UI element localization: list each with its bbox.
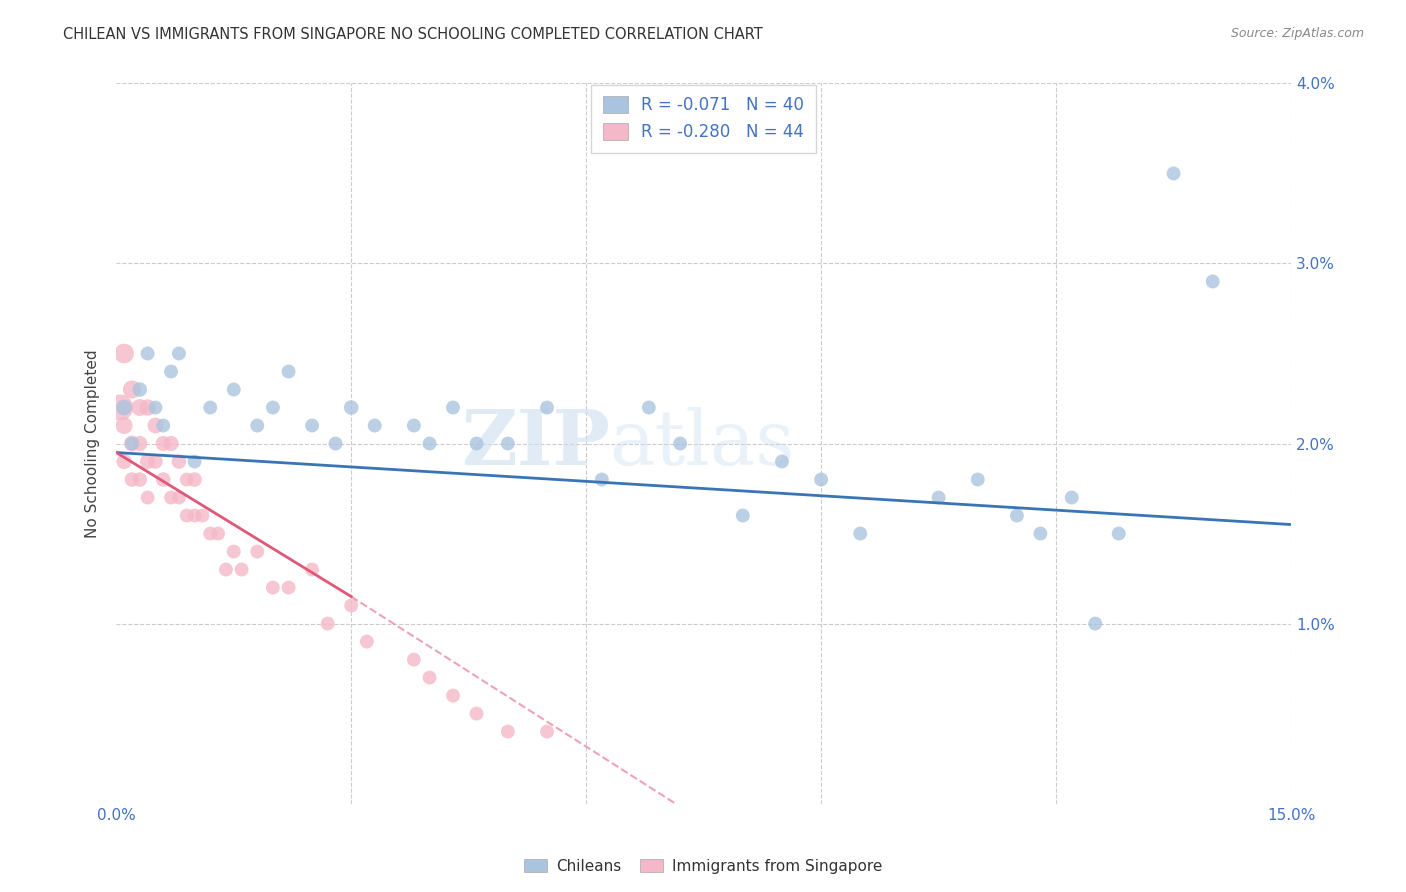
Point: [128, 473, 150, 487]
Point: [152, 436, 174, 450]
Point: [731, 508, 754, 523]
Point: [402, 652, 425, 666]
Point: [183, 454, 205, 468]
Point: [112, 346, 135, 360]
Point: [121, 383, 143, 397]
Text: Source: ZipAtlas.com: Source: ZipAtlas.com: [1230, 27, 1364, 40]
Point: [1084, 616, 1107, 631]
Point: [810, 473, 832, 487]
Point: [176, 508, 198, 523]
Point: [465, 436, 488, 450]
Point: [167, 454, 190, 468]
Point: [200, 401, 222, 415]
Point: [191, 508, 214, 523]
Point: [770, 454, 793, 468]
Point: [128, 383, 150, 397]
Point: [325, 436, 347, 450]
Point: [112, 401, 135, 415]
Point: [121, 436, 143, 450]
Point: [167, 491, 190, 505]
Point: [246, 418, 269, 433]
Point: [152, 473, 174, 487]
Point: [301, 563, 323, 577]
Point: [340, 401, 363, 415]
Point: [966, 473, 988, 487]
Point: [183, 473, 205, 487]
Point: [136, 491, 159, 505]
Point: [160, 364, 183, 378]
Point: [536, 724, 558, 739]
Point: [167, 346, 190, 360]
Point: [145, 401, 167, 415]
Point: [419, 671, 441, 685]
Point: [1005, 508, 1028, 523]
Point: [465, 706, 488, 721]
Point: [1060, 491, 1083, 505]
Point: [277, 581, 299, 595]
Point: [1029, 526, 1052, 541]
Point: [200, 526, 222, 541]
Point: [402, 418, 425, 433]
Text: atlas: atlas: [610, 407, 794, 481]
Point: [1108, 526, 1130, 541]
Point: [669, 436, 692, 450]
Point: [849, 526, 872, 541]
Point: [160, 436, 183, 450]
Point: [340, 599, 363, 613]
Point: [637, 401, 659, 415]
Point: [215, 563, 238, 577]
Legend: R = -0.071   N = 40, R = -0.280   N = 44: R = -0.071 N = 40, R = -0.280 N = 44: [592, 85, 815, 153]
Point: [231, 563, 253, 577]
Text: CHILEAN VS IMMIGRANTS FROM SINGAPORE NO SCHOOLING COMPLETED CORRELATION CHART: CHILEAN VS IMMIGRANTS FROM SINGAPORE NO …: [63, 27, 763, 42]
Point: [176, 473, 198, 487]
Point: [152, 418, 174, 433]
Point: [160, 491, 183, 505]
Point: [441, 401, 464, 415]
Point: [1163, 166, 1185, 180]
Point: [136, 401, 159, 415]
Point: [262, 401, 284, 415]
Point: [277, 364, 299, 378]
Point: [145, 454, 167, 468]
Point: [246, 544, 269, 558]
Point: [112, 418, 135, 433]
Point: [121, 436, 143, 450]
Point: [316, 616, 339, 631]
Point: [128, 436, 150, 450]
Y-axis label: No Schooling Completed: No Schooling Completed: [86, 349, 100, 538]
Point: [496, 436, 519, 450]
Legend: Chileans, Immigrants from Singapore: Chileans, Immigrants from Singapore: [517, 853, 889, 880]
Point: [364, 418, 387, 433]
Point: [183, 508, 205, 523]
Point: [222, 544, 245, 558]
Point: [591, 473, 613, 487]
Point: [356, 634, 378, 648]
Point: [121, 473, 143, 487]
Point: [419, 436, 441, 450]
Point: [536, 401, 558, 415]
Point: [301, 418, 323, 433]
Point: [108, 401, 131, 415]
Point: [928, 491, 950, 505]
Point: [112, 454, 135, 468]
Point: [441, 689, 464, 703]
Point: [136, 454, 159, 468]
Text: ZIP: ZIP: [461, 407, 610, 481]
Point: [222, 383, 245, 397]
Point: [136, 346, 159, 360]
Point: [128, 401, 150, 415]
Point: [496, 724, 519, 739]
Point: [207, 526, 229, 541]
Point: [262, 581, 284, 595]
Point: [1202, 275, 1225, 289]
Point: [145, 418, 167, 433]
